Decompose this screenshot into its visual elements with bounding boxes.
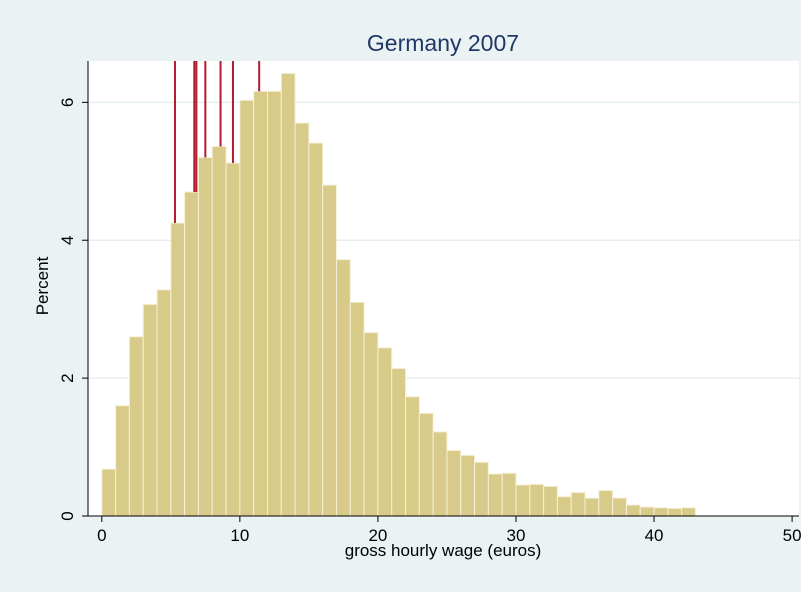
histogram-bar bbox=[667, 507, 683, 517]
x-axis-label: gross hourly wage (euros) bbox=[345, 541, 542, 560]
y-tick-label: 4 bbox=[58, 236, 77, 245]
histogram-bar bbox=[211, 145, 227, 517]
histogram-bar bbox=[239, 99, 255, 517]
x-tick-label: 20 bbox=[368, 526, 387, 545]
histogram-bar bbox=[197, 157, 213, 517]
y-axis-label: Percent bbox=[33, 256, 52, 315]
histogram-bar bbox=[405, 396, 420, 517]
histogram-bar bbox=[432, 431, 448, 517]
histogram-bar bbox=[612, 497, 627, 517]
histogram-bar bbox=[156, 289, 172, 517]
histogram-bar bbox=[266, 90, 282, 517]
histogram-bar bbox=[556, 496, 572, 517]
histogram-bar bbox=[377, 347, 393, 517]
x-tick-label: 10 bbox=[230, 526, 249, 545]
histogram-bar bbox=[584, 497, 600, 517]
histogram-bar bbox=[515, 484, 531, 517]
x-tick-label: 0 bbox=[97, 526, 106, 545]
chart-title: Germany 2007 bbox=[367, 30, 519, 56]
x-tick-label: 30 bbox=[507, 526, 526, 545]
histogram-bar bbox=[598, 489, 614, 517]
y-tick-label: 2 bbox=[58, 373, 77, 382]
histogram-bar bbox=[543, 485, 558, 517]
histogram-bar bbox=[170, 222, 186, 517]
histogram-bar bbox=[280, 72, 296, 517]
histogram-bar bbox=[142, 303, 158, 517]
histogram-bar bbox=[336, 259, 351, 517]
y-tick-label: 0 bbox=[58, 511, 77, 520]
histogram-bar bbox=[501, 472, 517, 517]
histogram-bar bbox=[115, 405, 130, 517]
x-tick-label: 50 bbox=[783, 526, 801, 545]
histogram-bar bbox=[474, 461, 489, 517]
histogram-bar bbox=[225, 162, 241, 517]
histogram-bar bbox=[653, 507, 669, 517]
histogram-bar bbox=[418, 412, 434, 517]
histogram-bar bbox=[681, 507, 696, 517]
histogram-bar bbox=[349, 301, 365, 517]
histogram-bar bbox=[101, 468, 117, 517]
histogram-bar bbox=[294, 122, 310, 517]
x-tick-label: 40 bbox=[645, 526, 664, 545]
histogram-bar bbox=[184, 191, 199, 517]
histogram-bar bbox=[322, 184, 338, 517]
histogram-bar bbox=[570, 492, 586, 517]
histogram-bar bbox=[487, 473, 503, 517]
y-tick-label: 6 bbox=[58, 98, 77, 107]
histogram-bar bbox=[460, 454, 476, 517]
histogram-bar bbox=[253, 90, 268, 517]
histogram-bar bbox=[446, 450, 462, 517]
histogram-bar bbox=[639, 506, 655, 517]
histogram-bar bbox=[625, 504, 641, 517]
histogram-bar bbox=[308, 142, 324, 517]
histogram-bar bbox=[128, 336, 144, 517]
histogram-bar bbox=[529, 483, 545, 517]
histogram-bar bbox=[391, 367, 407, 517]
histogram-bar bbox=[363, 332, 379, 517]
